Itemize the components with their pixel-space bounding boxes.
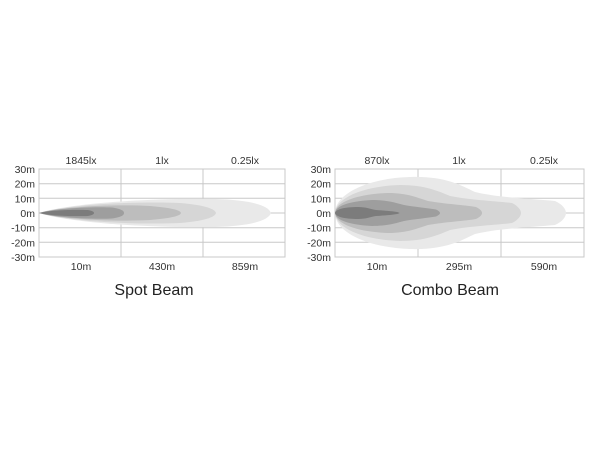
combo-y-tick-label: 10m: [311, 193, 332, 205]
spot-distance-label: 859m: [232, 261, 259, 273]
spot-beam-title: Spot Beam: [114, 282, 194, 299]
spot-distance-labels: 10m 430m 859m: [71, 261, 259, 273]
spot-y-tick-label: -20m: [11, 237, 35, 249]
spot-y-tick-label: 30m: [15, 164, 36, 176]
spot-lux-label: 0.25lx: [231, 155, 260, 167]
combo-lux-label: 0.25lx: [530, 155, 559, 167]
spot-lux-label: 1lx: [155, 155, 169, 167]
spot-y-tick-label: 20m: [15, 179, 36, 191]
spot-beam-layer-max: [39, 209, 94, 217]
combo-distance-label: 590m: [531, 261, 558, 273]
combo-y-tick-label: 30m: [311, 164, 332, 176]
combo-beam-panel: 30m 20m 10m 0m -10m -20m -30m 870lx 1lx …: [300, 0, 600, 462]
spot-y-tick-label: -30m: [11, 252, 35, 264]
combo-y-tick-label: 0m: [316, 208, 331, 220]
spot-beam-shape: [39, 198, 271, 228]
combo-beam-chart: 30m 20m 10m 0m -10m -20m -30m 870lx 1lx …: [307, 155, 585, 273]
spot-y-tick-label: -10m: [11, 223, 35, 235]
combo-y-axis: 30m 20m 10m 0m -10m -20m -30m: [307, 164, 331, 264]
combo-distance-labels: 10m 295m 590m: [367, 261, 558, 273]
combo-distance-label: 295m: [446, 261, 473, 273]
spot-y-tick-label: 0m: [20, 208, 35, 220]
spot-y-tick-label: 10m: [15, 193, 36, 205]
spot-beam-chart: 30m 20m 10m 0m -10m -20m -30m 1845lx 1lx…: [11, 155, 286, 273]
combo-distance-label: 10m: [367, 261, 388, 273]
combo-y-tick-label: -10m: [307, 223, 331, 235]
spot-y-axis: 30m 20m 10m 0m -10m -20m -30m: [11, 164, 35, 264]
spot-lux-label: 1845lx: [66, 155, 98, 167]
spot-distance-label: 10m: [71, 261, 92, 273]
combo-beam-layer-max: [335, 207, 400, 219]
combo-lux-labels: 870lx 1lx 0.25lx: [364, 155, 558, 167]
combo-y-tick-label: 20m: [311, 179, 332, 191]
combo-beam-shape: [335, 176, 566, 250]
combo-y-tick-label: -20m: [307, 237, 331, 249]
combo-y-tick-label: -30m: [307, 252, 331, 264]
spot-beam-panel: 30m 20m 10m 0m -10m -20m -30m 1845lx 1lx…: [11, 155, 286, 299]
combo-lux-label: 870lx: [364, 155, 390, 167]
combo-beam-title: Combo Beam: [401, 282, 499, 299]
spot-distance-label: 430m: [149, 261, 176, 273]
spot-lux-labels: 1845lx 1lx 0.25lx: [66, 155, 260, 167]
combo-lux-label: 1lx: [452, 155, 466, 167]
